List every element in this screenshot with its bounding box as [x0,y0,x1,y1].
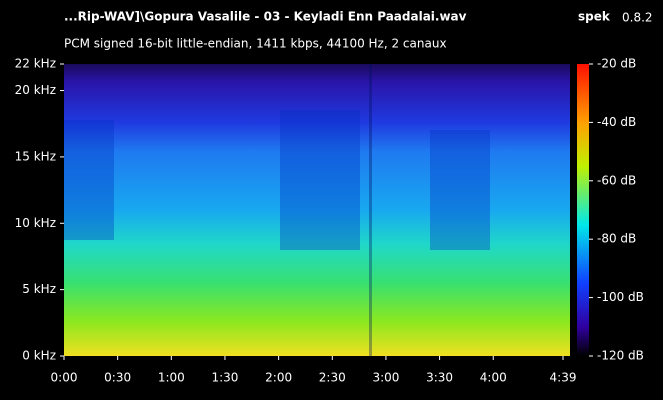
x-tick-label: 2:30 [319,371,346,385]
app-version: 0.8.2 [622,11,653,25]
x-tick-label: 4:39 [550,371,577,385]
y-tick-label: 15 kHz [15,149,56,163]
colorbar-tick-label: -60 dB [597,173,636,187]
x-tick-label: 1:00 [158,371,185,385]
x-tick-label: 0:30 [104,371,131,385]
x-tick-label: 3:30 [426,371,453,385]
colorbar-tick-label: -40 dB [597,115,636,129]
color-bar [577,64,589,356]
colorbar-tick-label: -80 dB [597,232,636,246]
y-tick-label: 22 kHz [15,57,56,71]
x-tick-label: 0:00 [51,371,78,385]
y-tick-label: 5 kHz [22,282,56,296]
texture [64,64,490,356]
colorbar-tick-label: -100 dB [597,290,644,304]
x-tick-label: 4:00 [480,371,507,385]
x-tick-label: 3:00 [372,371,399,385]
y-tick-label: 10 kHz [15,216,56,230]
colorbar-tick-label: -120 dB [597,349,644,363]
y-tick-label: 20 kHz [15,83,56,97]
y-tick-label: 0 kHz [22,349,56,363]
app-name: spek [578,10,611,24]
x-tick-label: 1:30 [211,371,238,385]
spectrogram [64,64,570,356]
file-info: PCM signed 16-bit little-endian, 1411 kb… [64,37,447,51]
colorbar-tick-label: -20 dB [597,57,636,71]
x-tick-label: 2:00 [265,371,292,385]
file-title: ...Rip-WAV]\Gopura Vasalile - 03 - Keyla… [64,10,467,24]
